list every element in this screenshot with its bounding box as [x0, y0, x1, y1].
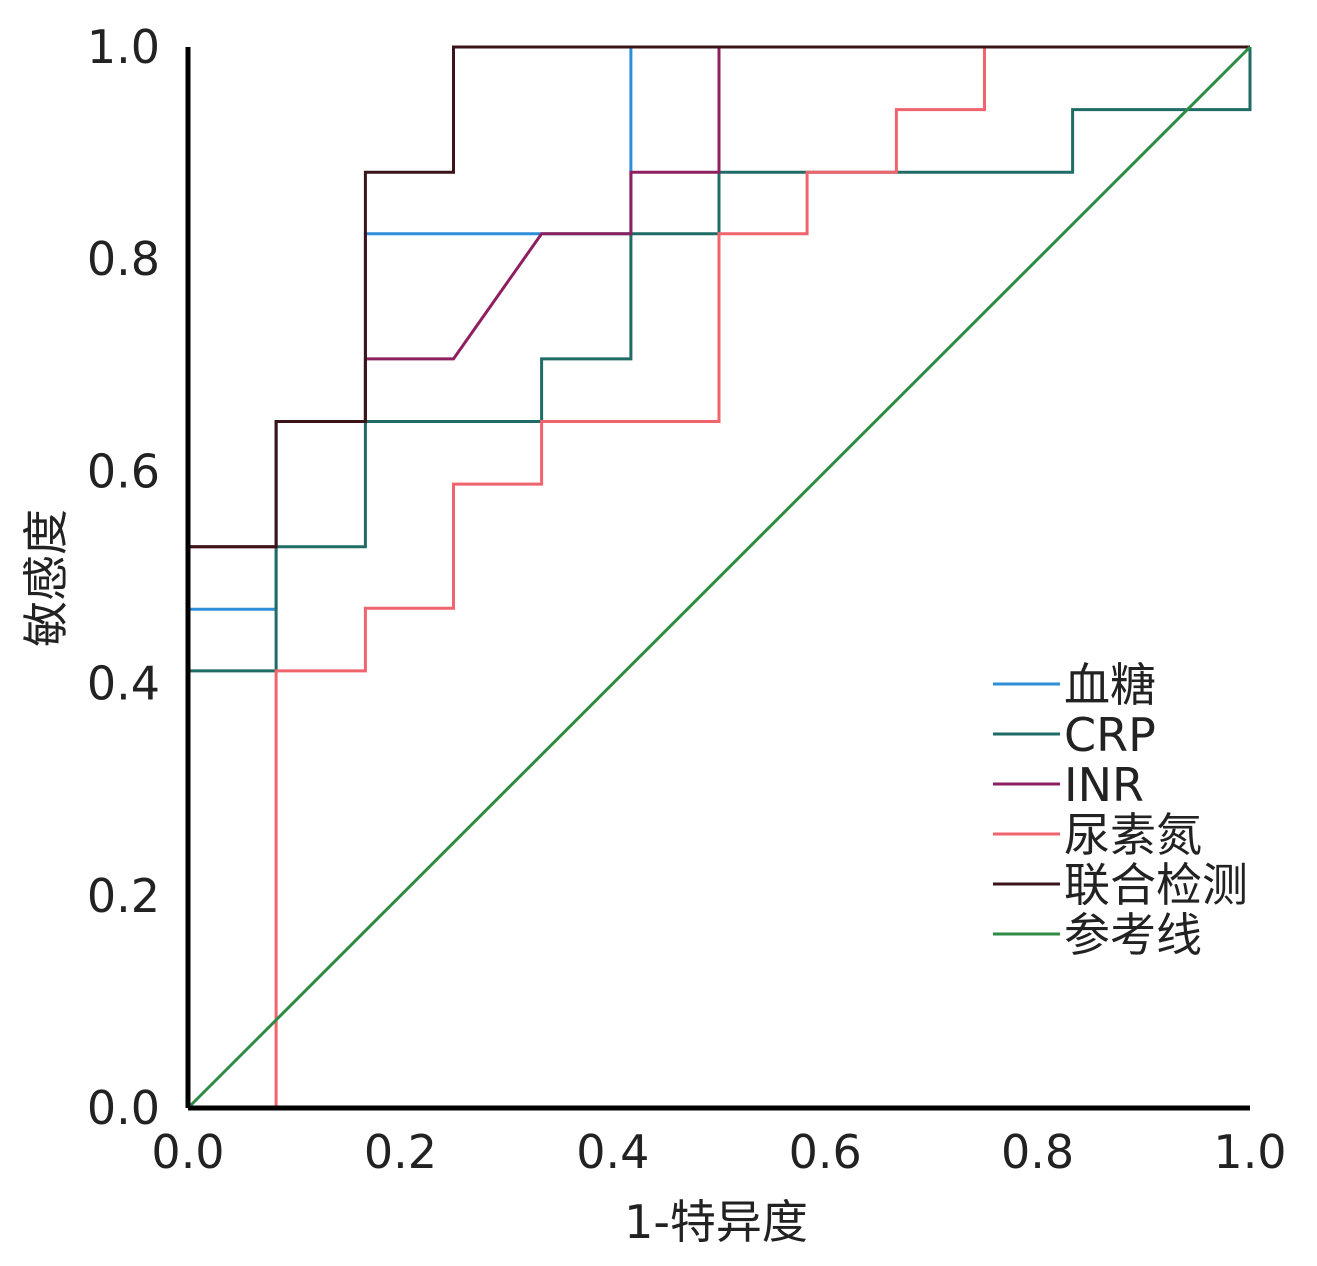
- x-tick-label: 0.0: [151, 1125, 224, 1179]
- x-tick-label: 0.8: [1001, 1125, 1074, 1179]
- legend-label: 血糖: [1064, 658, 1156, 712]
- series-line-3: [188, 45, 1250, 1110]
- y-tick-label: 0.8: [87, 232, 160, 286]
- legend-label: INR: [1064, 758, 1144, 812]
- x-tick-label: 0.6: [789, 1125, 862, 1179]
- y-tick-label: 0.6: [87, 444, 160, 498]
- x-tick-label: 0.4: [576, 1125, 649, 1179]
- y-tick-label: 0.2: [87, 869, 160, 923]
- x-tick-labels: 0.0 0.2 0.4 0.6 0.8 1.0: [151, 1125, 1286, 1179]
- y-axis-title: 敏感度: [19, 509, 73, 647]
- highlight-layer: [185, 546, 277, 1111]
- y-tick-label: 0.4: [87, 657, 160, 711]
- series-layer: [186, 45, 1252, 1110]
- x-axis-title: 1-特异度: [624, 1195, 808, 1249]
- legend-label: 联合检测: [1064, 858, 1248, 912]
- series-line-5: [186, 45, 1252, 1110]
- legend-label: 参考线: [1064, 908, 1202, 962]
- y-tick-labels: 0.0 0.2 0.4 0.6 0.8 1.0: [87, 20, 160, 1135]
- series-line-1: [186, 47, 1252, 1108]
- x-tick-label: 0.2: [364, 1125, 437, 1179]
- y-tick-label: 0.0: [87, 1081, 160, 1135]
- legend-label: 尿素氮: [1064, 808, 1202, 862]
- x-tick-label: 1.0: [1213, 1125, 1286, 1179]
- y-tick-label: 1.0: [87, 20, 160, 74]
- series-line-4: [186, 45, 1250, 1108]
- legend-label: CRP: [1064, 708, 1156, 762]
